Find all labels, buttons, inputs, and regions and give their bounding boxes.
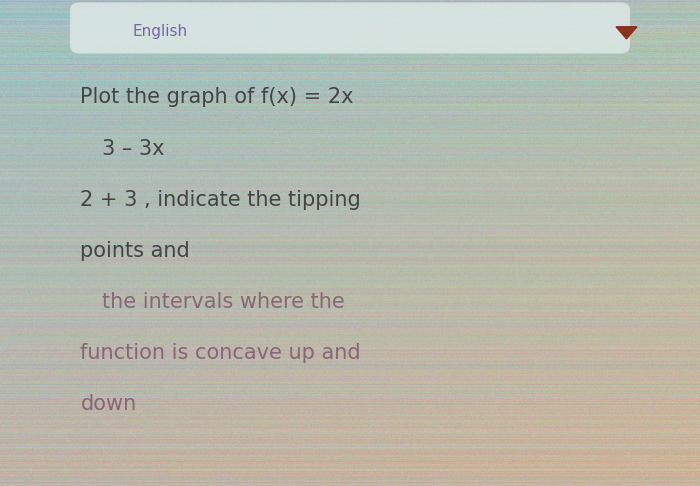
Text: 2 + 3 , indicate the tipping: 2 + 3 , indicate the tipping: [80, 190, 361, 209]
FancyBboxPatch shape: [70, 2, 630, 53]
Text: 3 – 3x: 3 – 3x: [102, 139, 164, 158]
Text: the intervals where the: the intervals where the: [102, 292, 344, 312]
Text: points and: points and: [80, 241, 190, 260]
Text: Plot the graph of f(x) = 2x: Plot the graph of f(x) = 2x: [80, 87, 354, 107]
Polygon shape: [616, 27, 637, 39]
Text: function is concave up and: function is concave up and: [80, 343, 361, 363]
Text: English: English: [133, 24, 188, 39]
Text: down: down: [80, 394, 136, 414]
